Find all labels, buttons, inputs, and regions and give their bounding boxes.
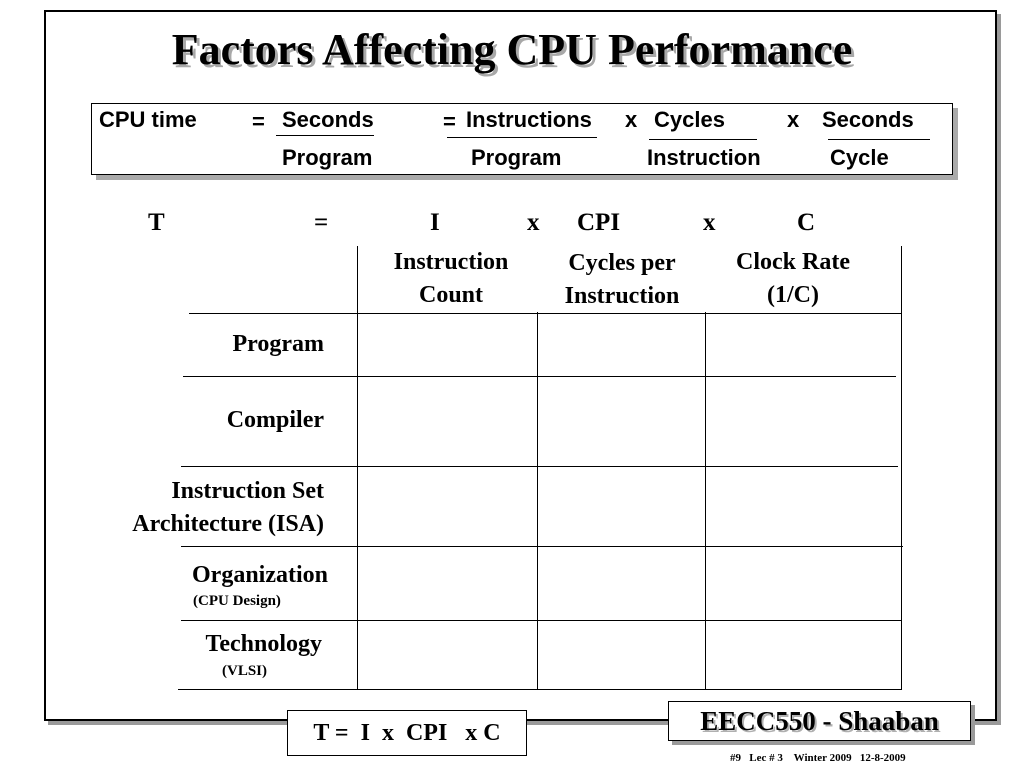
formula-x2: x bbox=[787, 107, 800, 132]
formula-eq2: = bbox=[443, 109, 456, 134]
slide-footer: #9 Lec # 3 Winter 2009 12-8-2009 bbox=[730, 752, 906, 764]
row-label-isa: Instruction Set Architecture (ISA) bbox=[132, 478, 324, 537]
grid-vline-4 bbox=[901, 246, 902, 689]
formula-cycles-num: Cycles bbox=[654, 107, 725, 132]
grid-vline-1 bbox=[357, 246, 358, 689]
row-label-compiler: Compiler bbox=[226, 407, 324, 433]
fraction-bar-1 bbox=[276, 135, 374, 136]
formula-instruction-den: Instruction bbox=[647, 145, 761, 170]
formula-x1: x bbox=[625, 107, 638, 132]
formula-box bbox=[91, 103, 953, 175]
col-head-clock-rate: Clock Rate (1/C) bbox=[736, 249, 850, 308]
col-head-instruction-count: Instruction Count bbox=[393, 249, 509, 308]
grid-hline-bottom bbox=[178, 689, 902, 690]
short-i: I bbox=[430, 209, 440, 236]
row-label-program: Program bbox=[232, 331, 324, 357]
formula-instructions-num: Instructions bbox=[466, 107, 592, 132]
short-cpi: CPI bbox=[577, 209, 621, 236]
short-x1: x bbox=[527, 209, 540, 236]
grid-hline-2 bbox=[181, 466, 898, 467]
formula-program-den2: Program bbox=[471, 145, 562, 170]
bottom-formula-box: T = I x CPI x C bbox=[287, 710, 527, 756]
fraction-bar-2 bbox=[447, 137, 597, 138]
formula-lhs: CPU time bbox=[99, 107, 197, 132]
short-x2: x bbox=[703, 209, 716, 236]
formula-seconds-num2: Seconds bbox=[822, 107, 914, 132]
row-label-technology: Technology bbox=[205, 631, 322, 657]
grid-vline-2 bbox=[537, 312, 538, 690]
col-head-cpi: Cycles per Instruction bbox=[564, 250, 680, 309]
fraction-bar-4 bbox=[828, 139, 930, 140]
formula-program-den: Program bbox=[282, 145, 373, 170]
short-eq: = bbox=[314, 209, 329, 236]
row-label-organization: Organization bbox=[192, 562, 328, 588]
row-sub-vlsi: (VLSI) bbox=[222, 663, 268, 679]
grid-hline-1 bbox=[183, 376, 896, 377]
short-c: C bbox=[797, 209, 816, 236]
fraction-bar-3 bbox=[649, 139, 757, 140]
course-badge: EECC550 - Shaaban bbox=[668, 701, 971, 741]
formula-eq1: = bbox=[252, 109, 265, 134]
formula-cycle-den: Cycle bbox=[830, 145, 889, 170]
formula-seconds-num: Seconds bbox=[282, 107, 374, 132]
short-t: T bbox=[148, 209, 165, 236]
row-sub-cpu-design: (CPU Design) bbox=[193, 593, 281, 609]
grid-hline-header bbox=[189, 313, 901, 314]
grid-vline-3 bbox=[705, 312, 706, 690]
slide-title: Factors Affecting CPU Performance bbox=[171, 25, 853, 74]
grid-hline-4 bbox=[181, 620, 901, 621]
grid-hline-3 bbox=[181, 546, 903, 547]
